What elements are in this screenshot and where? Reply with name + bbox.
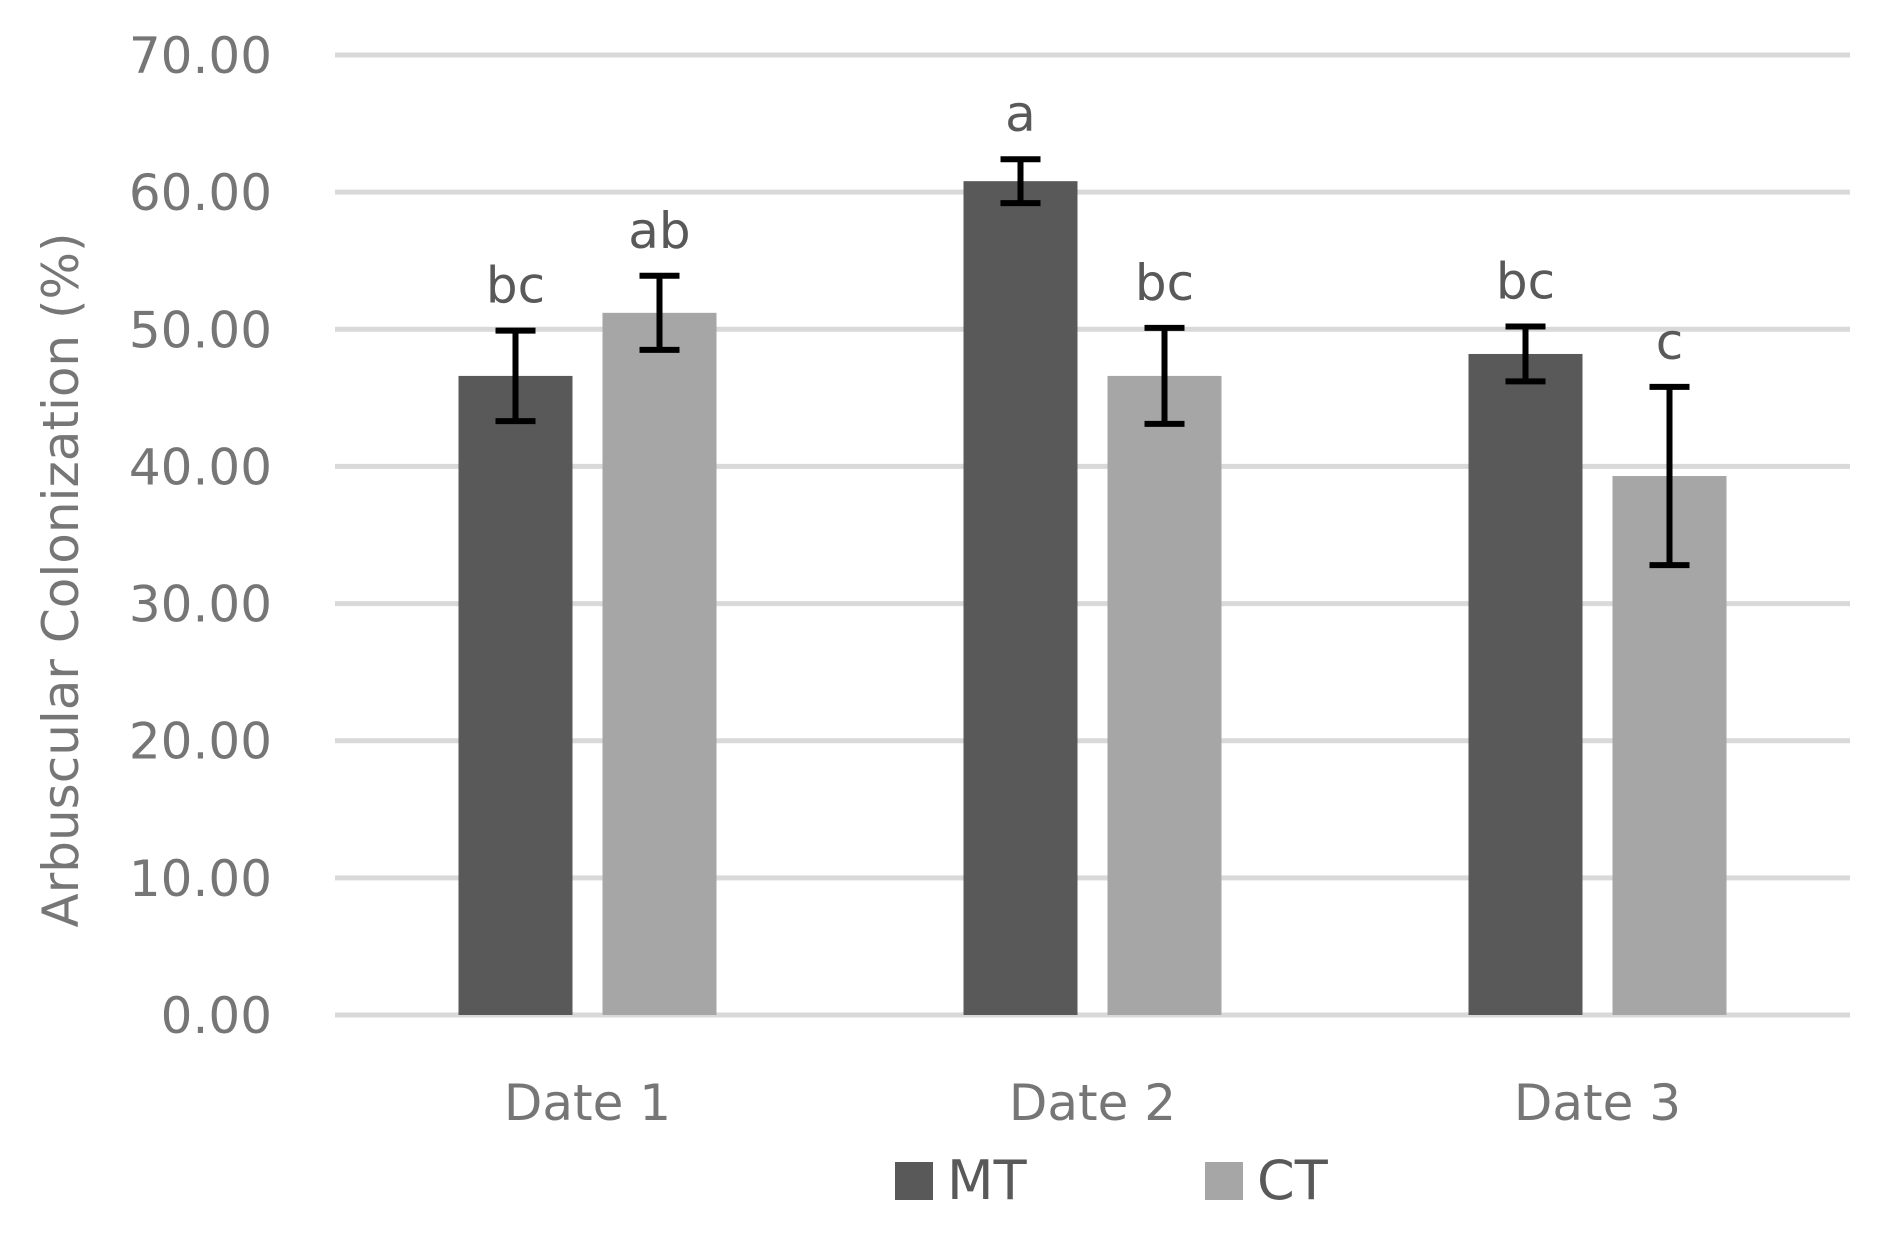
error-bars (495, 156, 1690, 569)
y-tick-label: 70.00 (129, 27, 272, 85)
significance-label: a (1005, 85, 1036, 143)
bars (458, 181, 1727, 1015)
x-category-label: Date 3 (1514, 1074, 1681, 1132)
y-tick-label: 10.00 (129, 850, 272, 908)
legend-swatch-mt (895, 1162, 933, 1200)
significance-label: c (1656, 313, 1684, 371)
legend: MT CT (895, 1149, 1329, 1212)
significance-label: ab (628, 202, 690, 260)
x-axis-categories: Date 1 Date 2 Date 3 (504, 1074, 1681, 1132)
y-tick-label: 30.00 (129, 576, 272, 634)
y-tick-label: 50.00 (129, 301, 272, 359)
y-tick-label: 0.00 (161, 987, 272, 1045)
y-tick-label: 40.00 (129, 438, 272, 496)
y-axis-ticks: 0.00 10.00 20.00 30.00 40.00 50.00 60.00 70.00 (129, 27, 272, 1045)
significance-label: bc (486, 257, 545, 315)
significance-label: bc (1496, 253, 1555, 311)
bar-ct-1 (602, 312, 717, 1015)
bar-mt-1 (458, 375, 573, 1015)
legend-swatch-ct (1205, 1162, 1243, 1200)
y-tick-label: 60.00 (129, 164, 272, 222)
x-category-label: Date 1 (504, 1074, 671, 1132)
bar-mt-2 (963, 181, 1078, 1015)
significance-label: bc (1135, 254, 1194, 312)
gridlines (335, 52, 1850, 1018)
bar-mt-3 (1468, 353, 1583, 1015)
y-axis-title: Arbuscular Colonization (%) (32, 232, 90, 927)
significance-labels: bc ab a bc bc c (486, 85, 1683, 371)
bar-ct-2 (1107, 375, 1222, 1015)
legend-label-ct: CT (1257, 1149, 1329, 1212)
legend-label-mt: MT (947, 1149, 1028, 1212)
x-category-label: Date 2 (1009, 1074, 1176, 1132)
y-tick-label: 20.00 (129, 713, 272, 771)
